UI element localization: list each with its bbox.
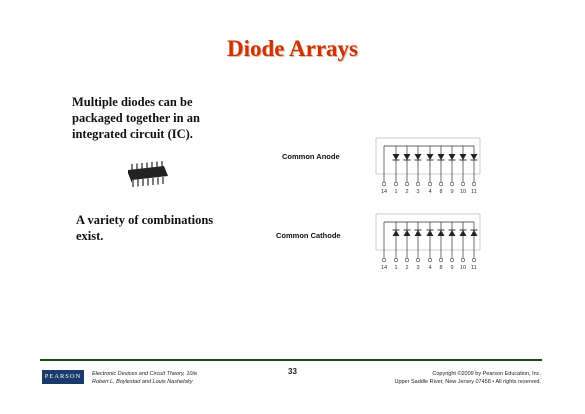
footer-book-info: Electronic Devices and Circuit Theory, 1…: [92, 370, 197, 386]
diode: [470, 154, 478, 160]
pin: [415, 257, 421, 263]
common-anode-pins: 14 1 2 3 4 8 9 10 11: [0, 189, 585, 197]
pin-label: 14: [380, 189, 388, 195]
pin-label: 14: [380, 265, 388, 271]
diode: [403, 154, 411, 160]
diode: [459, 230, 467, 236]
rights-line: Upper Saddle River, New Jersey 07458 • A…: [394, 379, 541, 385]
pin: [471, 181, 477, 187]
diode: [403, 230, 411, 236]
common-anode-label: Common Anode: [282, 152, 340, 161]
common-cathode-pins: 14 1 2 3 4 8 9 10 11: [0, 265, 585, 273]
pin: [471, 257, 477, 263]
common-cathode-diagram: [375, 213, 481, 263]
diode: [414, 230, 422, 236]
diode: [459, 154, 467, 160]
pin: [404, 181, 410, 187]
pin: [415, 181, 421, 187]
pin-label: 9: [450, 265, 454, 271]
pin: [381, 257, 387, 263]
pin: [393, 257, 399, 263]
copyright-line: Copyright ©2009 by Pearson Education, In…: [432, 371, 541, 377]
pin: [460, 181, 466, 187]
diode: [426, 154, 434, 160]
intro-text: Multiple diodes can be packaged together…: [72, 95, 200, 141]
pin-label: 1: [394, 189, 398, 195]
pin: [438, 181, 444, 187]
pin-label: 4: [428, 265, 432, 271]
pin: [460, 257, 466, 263]
slide-title: Diode Arrays: [227, 36, 358, 61]
pin: [438, 257, 444, 263]
pin-label: 1: [394, 265, 398, 271]
diode: [448, 230, 456, 236]
package-outline: [375, 137, 481, 175]
pin: [393, 181, 399, 187]
pin-label: 8: [439, 189, 443, 195]
package-outline: [375, 213, 481, 251]
pin: [404, 257, 410, 263]
pin-label: 11: [471, 265, 477, 271]
pin-label: 2: [405, 189, 409, 195]
pin: [449, 257, 455, 263]
page-number: 33: [288, 367, 297, 376]
diode: [392, 154, 400, 160]
pin-label: 9: [450, 189, 454, 195]
pin: [427, 257, 433, 263]
combinations-text: A variety of combinations exist.: [76, 213, 214, 243]
pin: [449, 181, 455, 187]
pin-label: 11: [471, 189, 477, 195]
common-cathode-label: Common Cathode: [276, 231, 341, 240]
pin: [381, 181, 387, 187]
diode: [426, 230, 434, 236]
common-anode-diagram: [375, 137, 481, 187]
ic-chip-image: [128, 161, 168, 187]
pin-label: 3: [416, 189, 420, 195]
diode: [470, 230, 478, 236]
diode: [448, 154, 456, 160]
pin-label: 3: [416, 265, 420, 271]
pin: [427, 181, 433, 187]
footer-copyright: Copyright ©2009 by Pearson Education, In…: [394, 370, 541, 386]
diode: [437, 154, 445, 160]
diode: [414, 154, 422, 160]
diode: [392, 230, 400, 236]
book-authors: Robert L. Boylestad and Louis Nashelsky: [92, 379, 193, 385]
footer-divider: [40, 359, 542, 361]
pin-label: 10: [459, 265, 467, 271]
pin-label: 8: [439, 265, 443, 271]
pearson-logo: PEARSON: [42, 370, 84, 384]
pin-label: 4: [428, 189, 432, 195]
pin-label: 10: [459, 189, 467, 195]
book-title: Electronic Devices and Circuit Theory, 1…: [92, 371, 198, 377]
pin-label: 2: [405, 265, 409, 271]
diode: [437, 230, 445, 236]
